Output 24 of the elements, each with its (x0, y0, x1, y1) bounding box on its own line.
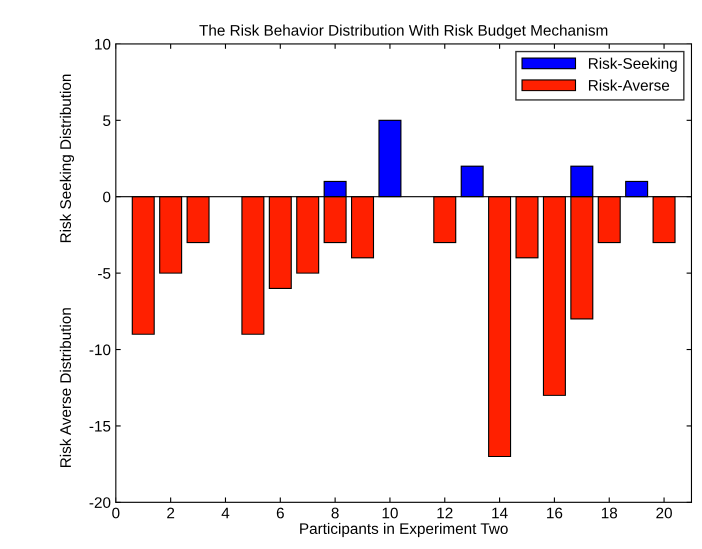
y-tick-label: -10 (90, 344, 110, 356)
y-tick-label: -5 (98, 268, 110, 279)
x-tick-label: 4 (222, 508, 230, 518)
x-tick-label: 0 (112, 508, 120, 518)
x-tick-label: 18 (602, 508, 618, 518)
y-tick-label: -15 (90, 420, 110, 432)
legend-label: Risk-Seeking (588, 58, 677, 72)
x-tick-label: 8 (332, 508, 339, 518)
y-tick-label: 10 (95, 38, 110, 50)
x-tick-label: 16 (547, 508, 562, 518)
x-tick-label: 20 (656, 508, 672, 518)
x-tick-label: 10 (382, 508, 398, 518)
x-tick-label: 2 (167, 508, 174, 518)
x-tick-label: 14 (492, 508, 508, 518)
x-tick-label: 6 (276, 508, 284, 518)
legend-label: Risk-Averse (588, 80, 670, 91)
y-tick-label: -20 (90, 497, 110, 508)
chart-title: The Risk Behavior Distribution With Risk Budget Mechanism (199, 24, 608, 39)
y-tick-label: 0 (103, 192, 110, 202)
text: Risk Averse Distribution (60, 308, 71, 468)
x-axis-title: Participants in Experiment Two (300, 522, 508, 538)
y-tick-label: 5 (103, 115, 110, 126)
y-axis-title: Risk Seeking Distribution (60, 74, 74, 242)
x-tick-label: 12 (437, 508, 452, 518)
